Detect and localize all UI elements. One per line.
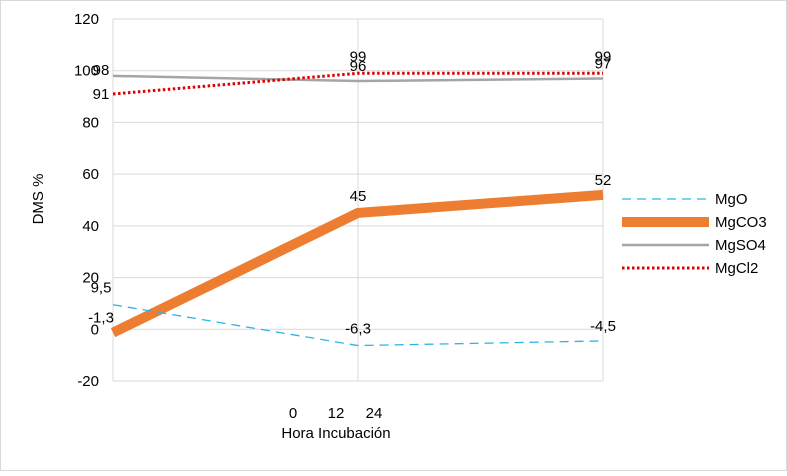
y-tick-label: 40 [82, 218, 99, 235]
legend-label-mgo: MgO [715, 191, 748, 208]
data-label-mgcl2: 99 [595, 48, 612, 65]
y-tick-label: 60 [82, 166, 99, 183]
x-axis-ticks: 0 12 24 [289, 405, 383, 422]
data-label-mgco3: 52 [595, 172, 612, 189]
x-tick-label: 24 [366, 405, 383, 422]
y-axis-ticks: -20 0 20 40 60 80 100 120 [74, 11, 99, 390]
legend: MgO MgCO3 MgSO4 MgCl2 [622, 191, 767, 277]
y-tick-label: 100 [74, 63, 99, 80]
series-line-mgcl2 [112, 71, 603, 96]
data-label-mgcl2: 99 [350, 48, 367, 65]
series-line-mgso4 [112, 74, 604, 83]
data-label-mgco3: -1,3 [88, 310, 114, 327]
x-tick-label: 12 [328, 405, 345, 422]
series-line-mgo [112, 304, 604, 347]
data-label-mgso4: 97 [595, 55, 612, 72]
x-axis-title: Hora Incubación [281, 425, 390, 442]
series-lines [110, 71, 604, 347]
y-tick-label: 0 [91, 321, 99, 338]
data-label-mgo: 9,5 [91, 280, 112, 297]
data-label-mgcl2: 91 [93, 86, 110, 103]
data-label-mgso4: 98 [93, 62, 110, 79]
data-labels: 9,5 -6,3 -4,5 -1,3 45 52 98 96 97 91 99 99 [88, 48, 616, 337]
legend-label-mgso4: MgSO4 [715, 237, 766, 254]
series-line-mgco3 [110, 189, 604, 338]
data-label-mgso4: 96 [350, 58, 367, 75]
y-tick-label: 20 [82, 270, 99, 287]
data-label-mgo: -4,5 [590, 318, 616, 335]
y-tick-label: 120 [74, 11, 99, 28]
x-tick-label: 0 [289, 405, 297, 422]
y-axis-title: DMS % [30, 174, 47, 225]
y-tick-label: -20 [77, 373, 99, 390]
y-tick-label: 80 [82, 114, 99, 131]
data-label-mgo: -6,3 [345, 321, 371, 338]
legend-label-mgco3: MgCO3 [715, 214, 767, 231]
data-label-mgco3: 45 [350, 188, 367, 205]
legend-label-mgcl2: MgCl2 [715, 260, 758, 277]
